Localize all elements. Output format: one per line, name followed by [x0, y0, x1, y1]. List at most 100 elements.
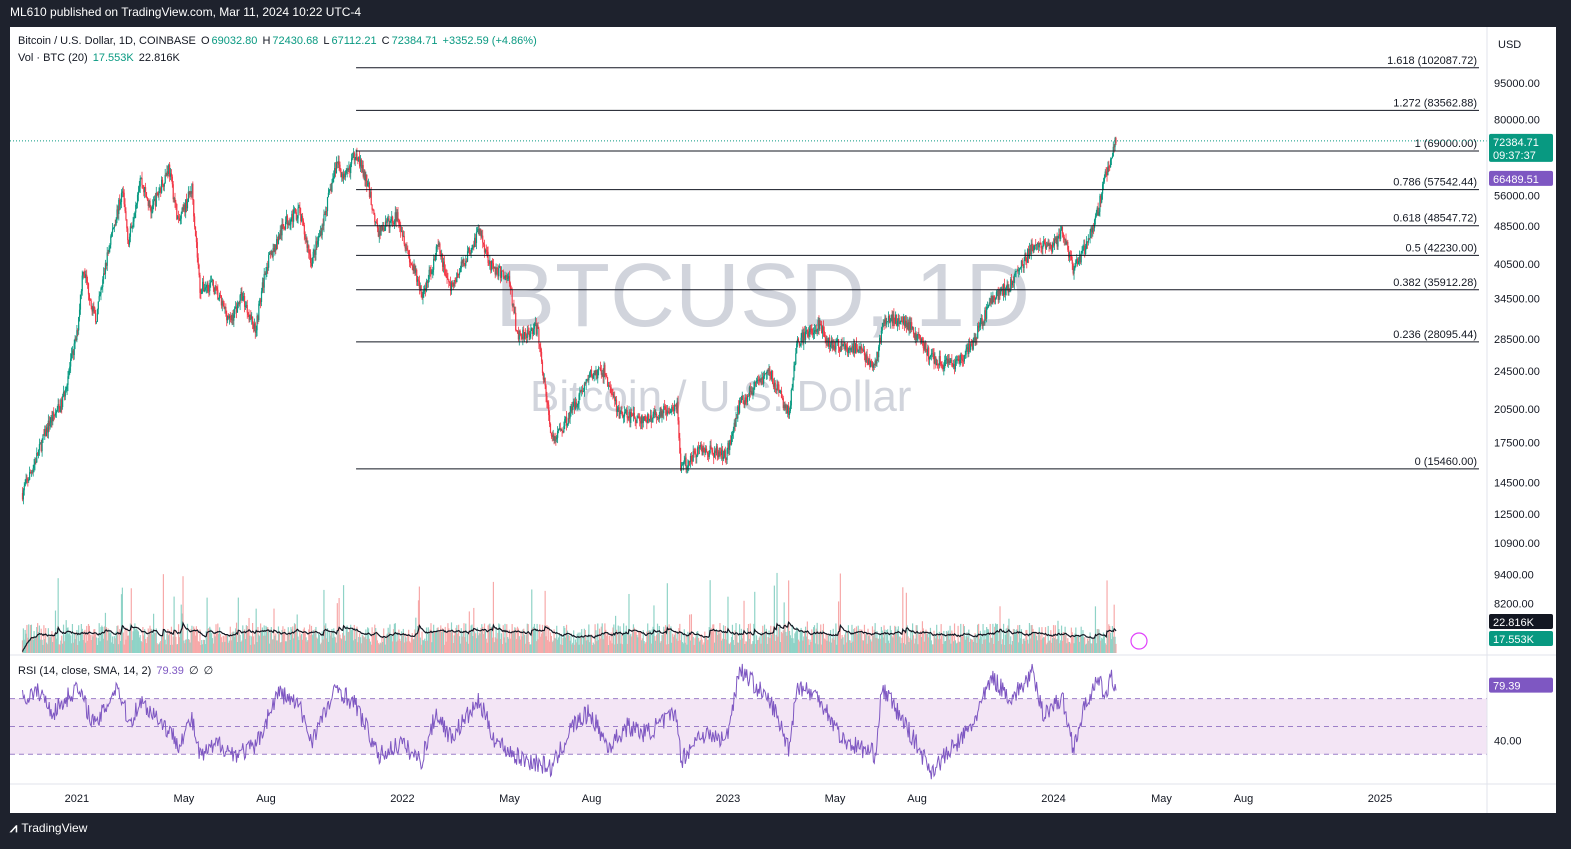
- candle-body: [662, 411, 664, 414]
- candle-body: [275, 245, 277, 250]
- candle-body: [532, 328, 534, 334]
- candle-body: [154, 199, 156, 207]
- candle-body: [127, 228, 129, 241]
- candle-body: [477, 228, 479, 232]
- candle-body: [257, 315, 259, 321]
- legend-volume[interactable]: Vol · BTC (20) 17.553K 22.816K: [18, 52, 182, 64]
- candle-body: [90, 300, 92, 307]
- legend-main[interactable]: Bitcoin / U.S. Dollar, 1D, COINBASE O 690…: [18, 35, 539, 47]
- candle-body: [415, 269, 417, 273]
- candle-body: [731, 433, 734, 437]
- candle-body: [453, 280, 455, 287]
- candle-body: [928, 356, 931, 360]
- candle-body: [99, 294, 101, 297]
- candle-body: [206, 283, 208, 288]
- candle-body: [912, 327, 914, 329]
- candle-body: [1032, 246, 1034, 252]
- candle-body: [503, 276, 505, 278]
- candle-body: [291, 213, 293, 219]
- candle-body: [533, 323, 536, 329]
- candle-body: [130, 226, 132, 229]
- candle-body: [456, 273, 458, 283]
- candle-body: [707, 454, 709, 457]
- candle-body: [907, 322, 909, 331]
- candle-body: [102, 279, 104, 288]
- candle-body: [253, 323, 255, 329]
- candle-body: [967, 347, 969, 354]
- candle-body: [1059, 234, 1061, 239]
- candle-body: [765, 373, 767, 374]
- candle-body: [738, 406, 740, 413]
- candle-body: [894, 323, 896, 325]
- candle-body: [123, 192, 125, 205]
- chart-frame[interactable]: BTCUSD, 1D Bitcoin / U.S. Dollar 1.618 (…: [10, 27, 1556, 813]
- candle-body: [349, 166, 351, 174]
- candle-body: [1070, 255, 1072, 261]
- chart-canvas[interactable]: 1.618 (102087.72) 1.272 (83562.88) 1 (6900…: [10, 27, 1556, 813]
- candle-body: [186, 201, 189, 209]
- candle-body: [515, 312, 517, 330]
- candle-body: [722, 456, 725, 460]
- candle-body: [348, 166, 350, 171]
- candle-body: [1022, 265, 1024, 268]
- candle-body: [1074, 266, 1076, 269]
- candle-body: [747, 395, 750, 397]
- legend-change: +3352.59 (+4.86%): [442, 35, 537, 47]
- candle-body: [655, 413, 657, 415]
- candle-body: [542, 372, 544, 380]
- candle-body: [919, 335, 921, 339]
- candle-body: [734, 422, 736, 427]
- candle-body: [539, 343, 541, 347]
- candle-body: [391, 216, 393, 220]
- candle-body: [657, 417, 660, 420]
- candle-body: [915, 333, 917, 341]
- candle-body: [1107, 166, 1109, 176]
- candle-body: [410, 263, 412, 266]
- prev-price-badge: [1489, 170, 1553, 186]
- candle-body: [1065, 238, 1067, 245]
- candle-body: [716, 446, 718, 457]
- candle-body: [1088, 238, 1090, 240]
- candle-body: [977, 325, 979, 339]
- candle-body: [138, 186, 140, 192]
- candle-body: [436, 244, 438, 247]
- candle-body: [547, 402, 549, 405]
- candle-body: [599, 367, 602, 371]
- candle-body: [1046, 245, 1048, 247]
- candle-body: [900, 320, 902, 322]
- candle-body: [499, 266, 501, 269]
- currency-label: USD: [1498, 39, 1521, 51]
- candle-body: [813, 330, 816, 333]
- fibonacci-retracement[interactable]: 1.618 (102087.72) 1.272 (83562.88) 1 (6900…: [10, 55, 1487, 470]
- legend-rsi[interactable]: RSI (14, close, SMA, 14, 2) 79.39 ∅ ∅: [18, 664, 215, 677]
- candle-body: [706, 451, 709, 455]
- candle-body: [732, 429, 734, 434]
- candle-body: [553, 434, 555, 441]
- candle-body: [845, 345, 847, 350]
- candle-body: [288, 222, 290, 226]
- candle-body: [105, 262, 107, 266]
- candle-body: [45, 427, 48, 437]
- candle-body: [903, 316, 906, 327]
- candle-body: [581, 390, 583, 392]
- candle-body: [408, 254, 411, 263]
- candle-body: [294, 208, 297, 213]
- candle-body: [713, 453, 715, 458]
- candle-body: [844, 341, 846, 350]
- candle-body: [968, 343, 970, 354]
- candle-body: [235, 306, 238, 313]
- candle-body: [1047, 243, 1049, 246]
- candle-body: [170, 173, 173, 177]
- candle-body: [225, 307, 227, 314]
- candle-body: [468, 248, 470, 253]
- candle-body: [976, 338, 978, 339]
- candle-body: [169, 173, 172, 177]
- candle-body: [895, 314, 898, 326]
- candle-body: [735, 417, 737, 427]
- candle-body: [508, 276, 511, 284]
- candle-body: [873, 364, 875, 366]
- candle-body: [887, 315, 890, 322]
- candle-body: [334, 168, 337, 174]
- candle-body: [366, 174, 368, 187]
